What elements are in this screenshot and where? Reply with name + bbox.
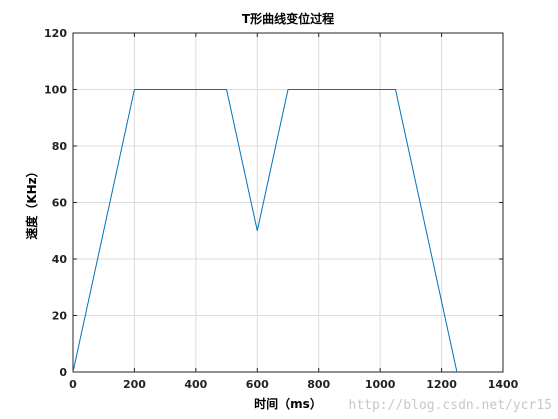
x-axis-label: 时间（ms） <box>254 396 322 411</box>
tick-marks <box>72 32 504 373</box>
y-tick-label: 20 <box>52 310 68 323</box>
y-tick-label: 40 <box>52 253 68 266</box>
grid-lines <box>72 32 504 373</box>
x-tick-label: 0 <box>69 378 77 391</box>
y-axis-label: 速度（KHz） <box>24 165 39 239</box>
x-tick-label: 1200 <box>426 378 457 391</box>
watermark: http://blog.csdn.net/ycr15 <box>349 398 553 413</box>
x-tick-label: 800 <box>307 378 330 391</box>
x-tick-label: 200 <box>123 378 146 391</box>
y-tick-label: 100 <box>44 84 67 97</box>
chart-title: T形曲线变位过程 <box>242 11 334 26</box>
series-line <box>72 89 458 373</box>
series-group <box>72 89 458 373</box>
x-tick-label: 600 <box>246 378 269 391</box>
y-tick-labels: 0 20 40 60 80 100 120 <box>44 27 67 379</box>
y-tick-label: 120 <box>44 27 67 40</box>
y-tick-label: 80 <box>52 140 68 153</box>
x-tick-labels: 0 200 400 600 800 1000 1200 1400 <box>69 378 518 391</box>
x-tick-label: 1000 <box>365 378 396 391</box>
y-tick-label: 0 <box>59 366 67 379</box>
x-tick-label: 1400 <box>488 378 519 391</box>
x-tick-label: 400 <box>184 378 207 391</box>
y-tick-label: 60 <box>52 197 68 210</box>
